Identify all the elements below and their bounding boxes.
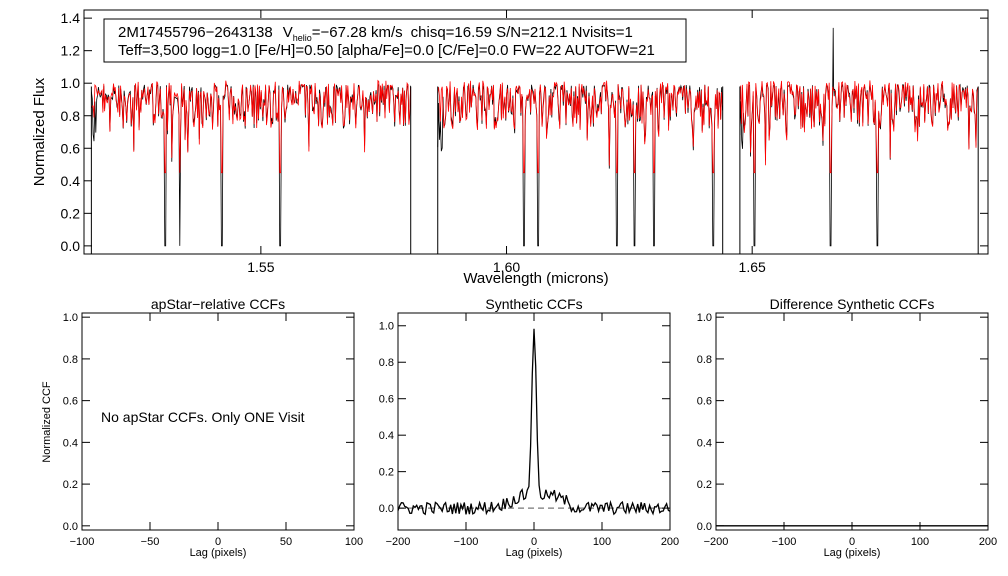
v-helio-subscript: helio [293,33,312,43]
spectrum-y-tick-label: 1.0 [61,75,81,91]
difference-x-tick-label: −200 [704,536,729,548]
spectrum-y-tick-label: 0.0 [61,238,81,254]
apstar-y-tick-label: 0.0 [63,521,78,533]
spectrum-y-tick-label: 0.2 [61,205,81,221]
apstar-y-label: Normalized CCF [41,381,53,463]
difference-y-tick-label: 0.0 [697,521,712,533]
apstar-x-tick-label: 0 [215,536,221,548]
spectrum-x-tick-label: 1.60 [493,259,520,275]
v-helio-symbol: V [283,24,293,41]
synthetic-y-tick-label: 0.8 [379,357,394,369]
spectrum-axes: 1.55 1.60 1.65 0.0 0.2 0.4 0.6 0.8 1.0 1.2 1.4 [61,10,988,275]
spectrum-y-tick-label: 1.2 [61,43,81,59]
spectrum-y-label: Normalized Flux [31,77,48,186]
spectrum-annotation-box [103,18,687,63]
apstar-y-tick-label: 1.0 [63,312,78,324]
synthetic-y-tick-label: 0.2 [379,467,394,479]
apstar-x-tick-label: −50 [141,536,160,548]
spectrum-y-tick-label: 1.4 [61,10,81,26]
spectrum-data [90,27,979,254]
apstar-title: apStar−relative CCFs [151,296,285,312]
synthetic-axes: −200 −100 0 100 200 0.0 0.2 0.4 0.6 0.8 1.0 [379,313,679,548]
synthetic-data [397,328,671,516]
apstar-x-tick-label: 100 [345,536,363,548]
apstar-no-data-message: No apStar CCFs. Only ONE Visit [101,409,305,425]
synthetic-y-tick-label: 0.6 [379,394,394,406]
spectrum-y-tick-label: 0.6 [61,140,81,156]
annotation-line-2: Teff=3,500 logg=1.0 [Fe/H]=0.50 [alpha/F… [118,42,655,59]
difference-y-tick-label: 0.2 [697,479,712,491]
difference-x-tick-label: 100 [911,536,929,548]
synthetic-x-tick-label: 0 [531,536,537,548]
difference-title: Difference Synthetic CCFs [770,296,935,312]
synthetic-x-tick-label: 100 [593,536,611,548]
synthetic-ccf-line [397,328,671,516]
spectrum-y-tick-label: 0.8 [61,108,81,124]
synthetic-x-label: Lag (pixels) [506,547,563,559]
star-id: 2M17455796−2643138 [118,24,273,41]
difference-x-label: Lag (pixels) [824,547,881,559]
apstar-axes: −100 −50 0 50 100 0.0 0.2 0.4 0.6 0.8 1.0 [63,312,363,548]
annotation-line-1: 2M17455796−2643138 Vhelio=−67.28 km/s chis… [118,24,633,43]
spectrum-x-label: Wavelength (microns) [463,270,608,287]
difference-y-tick-label: 0.6 [697,396,712,408]
difference-x-tick-label: 200 [979,536,997,548]
apstar-y-tick-label: 0.8 [63,354,78,366]
apstar-x-label: Lag (pixels) [190,547,247,559]
spectrum-x-tick-label: 1.65 [739,259,766,275]
synthetic-spectrum-line [437,80,723,174]
spectrum-plot-frame [83,9,989,255]
synthetic-spectrum-line [91,79,411,174]
difference-y-tick-label: 0.4 [697,437,712,449]
difference-ccf-panel: −200 −100 0 100 200 0.0 0.2 0.4 0.6 0.8 1.0 Differ… [697,296,997,559]
spectrum-x-tick-label: 1.55 [247,259,274,275]
fit-stats: chisq=16.59 S/N=212.1 Nvisits=1 [411,24,633,41]
synthetic-x-tick-label: 200 [661,536,679,548]
observed-spectrum-line [437,83,723,247]
apstar-y-tick-label: 0.6 [63,396,78,408]
synthetic-y-tick-label: 0.0 [379,503,394,515]
synthetic-x-tick-label: −200 [386,536,411,548]
apstar-y-tick-label: 0.4 [63,437,78,449]
synthetic-y-tick-label: 0.4 [379,430,394,442]
synthetic-title: Synthetic CCFs [485,296,582,312]
spectrum-panel: 1.55 1.60 1.65 0.0 0.2 0.4 0.6 0.8 1.0 1.2 1.4 Wav… [31,9,989,287]
apstar-x-tick-label: 50 [280,536,292,548]
difference-y-tick-label: 0.8 [697,354,712,366]
synthetic-ccf-panel: −200 −100 0 100 200 0.0 0.2 0.4 0.6 0.8 1.0 Synthe… [379,296,679,559]
observed-spectrum-line [91,83,411,247]
apstar-ccf-panel: −100 −50 0 50 100 0.0 0.2 0.4 0.6 0.8 1.0 apStar−r… [41,296,363,559]
difference-x-tick-label: 0 [849,536,855,548]
observed-spectrum-line [739,27,979,247]
synthetic-spectrum-line [739,80,979,174]
synthetic-x-tick-label: −100 [454,536,479,548]
v-helio-value: =−67.28 km/s [312,24,403,41]
synthetic-y-tick-label: 1.0 [379,321,394,333]
apstar-y-tick-label: 0.2 [63,479,78,491]
difference-axes: −200 −100 0 100 200 0.0 0.2 0.4 0.6 0.8 1.0 [697,312,997,548]
difference-plot-frame [715,312,989,531]
apstar-x-tick-label: −100 [70,536,95,548]
difference-x-tick-label: −100 [772,536,797,548]
spectrum-y-tick-label: 0.4 [61,173,81,189]
difference-y-tick-label: 1.0 [697,312,712,324]
